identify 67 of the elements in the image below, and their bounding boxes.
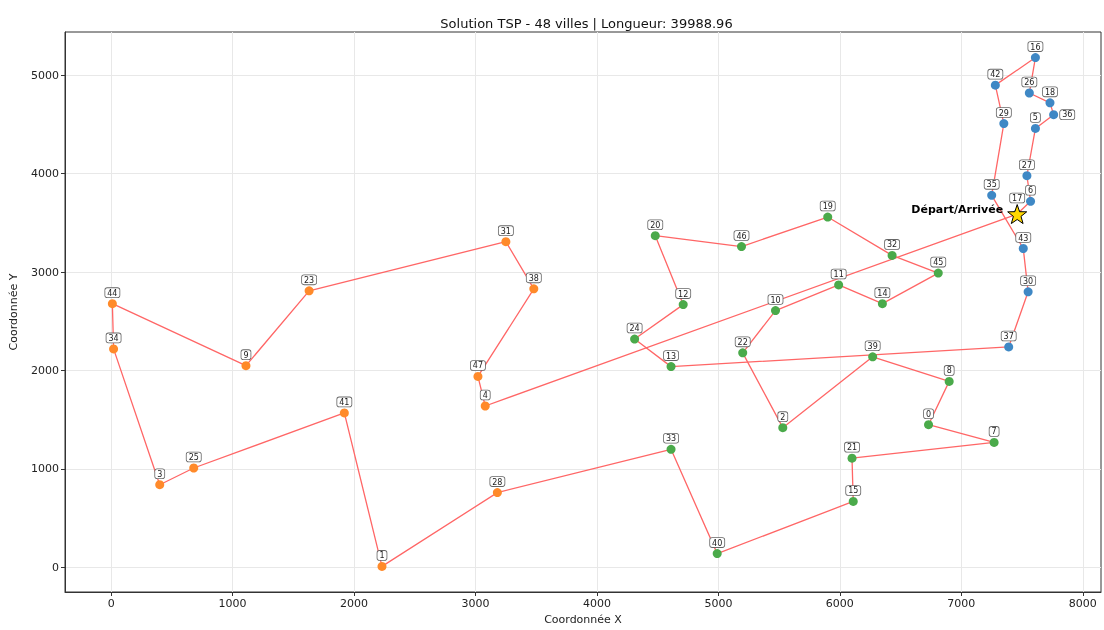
x-tick-label: 3000	[461, 597, 490, 610]
annotation: 9	[243, 350, 249, 360]
x-tick-label: 2000	[340, 597, 369, 610]
annotation: 15	[848, 486, 859, 496]
y-tick-label: 3000	[31, 265, 59, 279]
annotation: 25	[188, 452, 199, 462]
annotation: 24	[629, 324, 640, 334]
x-tick-label: 4000	[582, 597, 611, 610]
annotation: 29	[998, 108, 1009, 118]
annotation: 12	[678, 289, 689, 299]
annotation: 6	[1028, 186, 1034, 196]
annotation: 14	[877, 288, 888, 298]
annotation: 26	[1024, 78, 1035, 88]
annotation: 39	[867, 341, 878, 351]
annotation: 45	[933, 258, 944, 268]
annotation: 40	[712, 538, 723, 548]
annotation: 1	[379, 551, 385, 561]
annotation: 27	[1021, 160, 1033, 170]
annotation: 41	[339, 397, 350, 407]
annotation: 8	[946, 366, 952, 376]
annotation: 2	[780, 412, 786, 422]
annotation: 19	[822, 202, 833, 212]
annotation: 21	[846, 443, 858, 453]
annotation: 4	[482, 390, 488, 400]
annotation: 7	[991, 427, 997, 437]
annotation: 18	[1044, 87, 1056, 97]
annotation: 46	[736, 231, 747, 241]
x-tick-label: 8000	[1068, 597, 1097, 610]
annotation: 20	[650, 220, 661, 230]
y-tick-label: 4000	[31, 167, 59, 181]
y-tick-label: 1000	[31, 462, 59, 476]
annotation: 16	[1030, 42, 1041, 52]
annotation: 22	[737, 337, 748, 347]
annotation: 38	[528, 273, 539, 283]
annotation: 10	[770, 295, 781, 305]
annotation: 34	[108, 333, 119, 343]
annotation: 11	[833, 269, 844, 279]
annotation: 32	[887, 240, 898, 250]
annotation: 36	[1062, 110, 1073, 120]
x-tick-label: 1000	[218, 597, 247, 610]
annotation: 23	[304, 275, 315, 285]
annotation: 37	[1003, 331, 1014, 341]
annotation: 28	[492, 477, 503, 487]
x-tick-label: 0	[107, 597, 115, 610]
x-tick-label: 5000	[704, 597, 733, 610]
x-tick-label: 6000	[825, 597, 854, 610]
annotation: 3	[157, 469, 163, 479]
annotation: 33	[665, 434, 677, 444]
annotation: 30	[1023, 276, 1034, 286]
y-tick-label: 5000	[31, 68, 59, 82]
y-tick-label: 0	[52, 560, 59, 574]
y-tick-label: 2000	[31, 364, 59, 378]
y-axis-title: Coordonnée Y	[7, 273, 20, 351]
annotation: 42	[990, 70, 1001, 80]
annotation: 47	[472, 361, 484, 371]
series-label: Départ/Arrivée	[911, 202, 1004, 216]
x-axis-title: Coordonnée X	[544, 613, 623, 626]
annotation: 5	[1032, 113, 1038, 123]
annotation: 35	[986, 180, 997, 190]
annotation: 44	[107, 288, 118, 298]
annotation: 31	[500, 226, 511, 236]
annotation: 13	[665, 351, 677, 361]
annotation: 0	[925, 409, 932, 419]
chart-title: Solution TSP - 48 villes | Longueur: 39988.96	[440, 16, 733, 31]
x-tick-label: 7000	[947, 597, 976, 610]
annotation: 17	[1012, 194, 1023, 204]
annotation: 43	[1018, 233, 1029, 243]
